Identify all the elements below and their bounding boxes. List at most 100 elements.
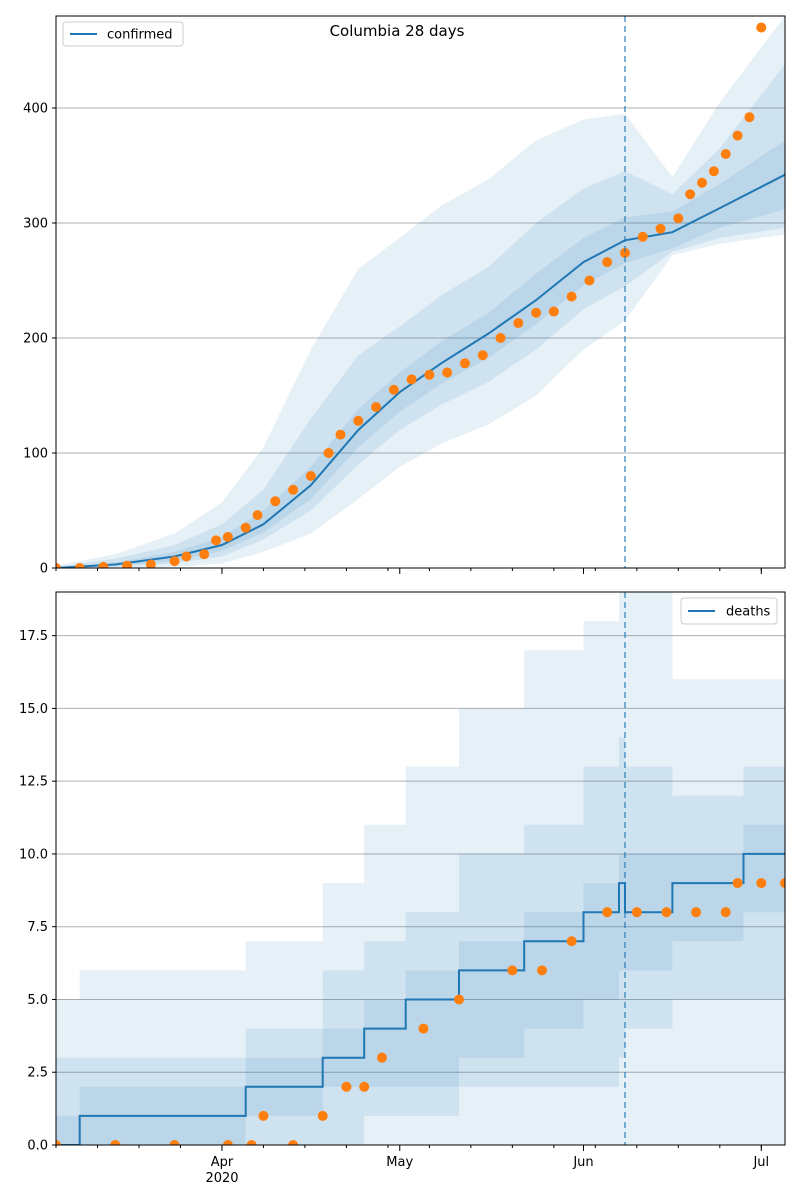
observed-point xyxy=(531,307,542,318)
observed-point xyxy=(602,257,613,268)
observed-point xyxy=(655,223,666,234)
observed-point xyxy=(169,1140,180,1145)
observed-point xyxy=(181,551,192,562)
y-tick-label: 12.5 xyxy=(19,775,48,790)
uncertainty-band xyxy=(56,592,785,1145)
plot-area xyxy=(56,592,785,1145)
observed-point xyxy=(631,907,642,918)
confirmed-panel: 0 100 200 300 400 xyxy=(23,15,786,577)
observed-point xyxy=(406,374,417,385)
observed-point xyxy=(222,1140,233,1145)
observed-point xyxy=(56,1140,61,1145)
model-line xyxy=(56,173,785,568)
x-tick-label: Apr xyxy=(211,1155,234,1170)
observed-point xyxy=(454,994,465,1005)
observed-point xyxy=(661,907,672,918)
observed-point xyxy=(756,22,767,33)
x-tick-label: May xyxy=(386,1155,413,1170)
uncertainty-band xyxy=(56,16,785,568)
y-tick-label: 400 xyxy=(23,102,48,117)
observed-point xyxy=(537,965,547,976)
uncertainty-band xyxy=(56,140,785,568)
observed-point xyxy=(584,275,595,286)
observed-point xyxy=(720,149,731,159)
observed-point xyxy=(507,965,518,976)
observed-point xyxy=(477,350,488,361)
observed-point xyxy=(199,549,210,560)
y-tick-label: 100 xyxy=(23,447,48,462)
uncertainty-band xyxy=(56,737,785,1145)
observed-point xyxy=(270,496,281,507)
observed-point xyxy=(513,318,524,329)
observed-point xyxy=(376,1052,387,1063)
observed-point xyxy=(305,471,316,481)
observed-point xyxy=(459,358,470,369)
observed-point xyxy=(169,556,180,567)
y-tick-label: 2.5 xyxy=(27,1066,48,1081)
y-tick-label: 0 xyxy=(40,562,48,577)
observed-point xyxy=(732,130,743,141)
observed-point xyxy=(756,878,767,889)
uncertainty-band xyxy=(56,64,785,568)
observed-point xyxy=(424,369,435,380)
observed-point xyxy=(353,415,364,426)
observed-point xyxy=(697,177,708,188)
x-year-label: 2020 xyxy=(205,1171,238,1186)
uncertainty-band xyxy=(56,795,785,1145)
observed-point xyxy=(288,484,299,495)
observed-point xyxy=(732,878,743,889)
y-tick-label: 200 xyxy=(23,332,48,347)
x-tick-label: Jul xyxy=(752,1155,769,1170)
y-tick-label: 10.0 xyxy=(19,847,48,862)
observed-point xyxy=(708,166,719,177)
observed-point xyxy=(122,560,133,568)
legend-confirmed: confirmed xyxy=(62,21,184,47)
observed-point xyxy=(619,247,630,258)
observed-point xyxy=(371,402,382,412)
observed-point xyxy=(145,559,156,568)
observed-point xyxy=(685,189,696,200)
observed-point xyxy=(495,333,506,343)
deaths-panel: 0.0 2.5 5.0 7.5 10.0 12.5 15.0 17.5 Apr May Jun Jul xyxy=(19,591,786,1170)
observed-point xyxy=(442,367,453,378)
observed-point xyxy=(566,936,577,947)
y-tick-label: 300 xyxy=(23,217,48,232)
observed-point xyxy=(56,563,61,568)
observed-point xyxy=(673,213,684,224)
observed-point xyxy=(258,1110,269,1121)
y-tick-label: 15.0 xyxy=(19,702,48,717)
axes-frame xyxy=(55,15,786,569)
y-tick-label: 7.5 xyxy=(27,920,48,935)
observed-point xyxy=(288,1140,299,1145)
observed-point xyxy=(388,384,399,395)
observed-point xyxy=(566,291,577,302)
observed-point xyxy=(780,878,785,889)
observed-point xyxy=(240,522,251,533)
plot-area xyxy=(56,16,785,568)
observed-point xyxy=(74,563,85,568)
observed-point xyxy=(720,907,731,918)
observed-point xyxy=(211,535,222,546)
observed-point xyxy=(110,1140,121,1145)
observed-point xyxy=(98,561,109,568)
observed-point xyxy=(323,448,334,458)
observed-point xyxy=(252,510,263,521)
observed-point xyxy=(418,1023,429,1034)
observed-point xyxy=(341,1081,352,1092)
x-tick-label: Jun xyxy=(572,1155,593,1170)
y-tick-label: 0.0 xyxy=(27,1139,48,1154)
observed-point xyxy=(744,112,755,123)
y-tick-label: 5.0 xyxy=(27,993,48,1008)
observed-point xyxy=(222,531,233,542)
observed-point xyxy=(246,1140,257,1145)
observed-point xyxy=(637,231,648,242)
legend-label-deaths: deaths xyxy=(726,605,771,620)
observed-point xyxy=(359,1081,370,1092)
y-tick-label: 17.5 xyxy=(19,629,48,644)
observed-point xyxy=(335,429,346,440)
legend-box xyxy=(62,21,184,47)
legend-label-confirmed: confirmed xyxy=(107,28,173,43)
chart-title: Columbia 28 days xyxy=(330,22,465,40)
observed-point xyxy=(317,1110,328,1121)
